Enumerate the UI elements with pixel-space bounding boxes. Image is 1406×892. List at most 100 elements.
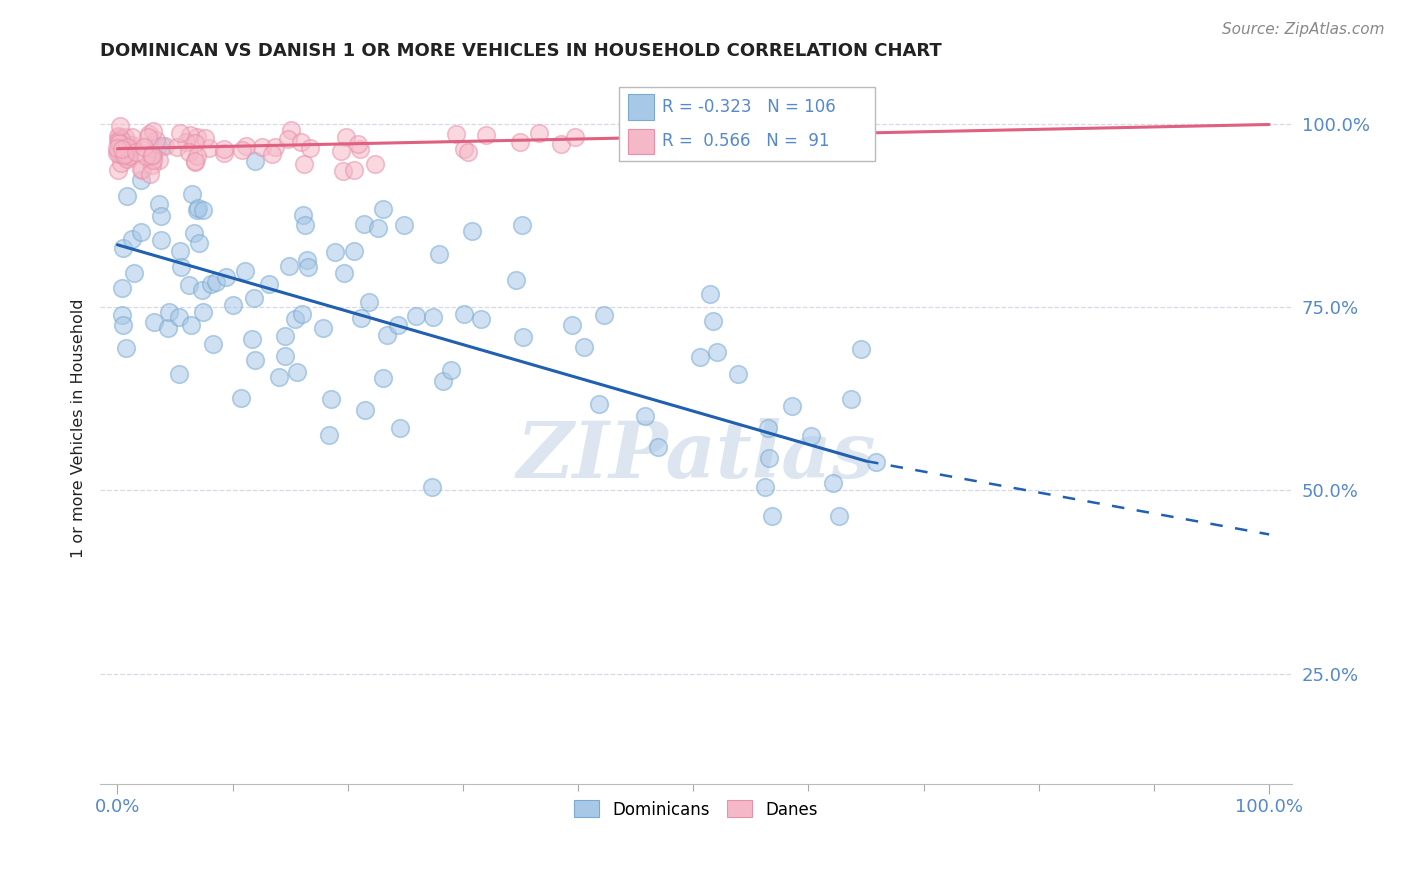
- Point: [363, 157, 385, 171]
- Point: [564, 130, 586, 145]
- Point: [505, 273, 527, 287]
- Point: [373, 202, 395, 217]
- Point: [343, 244, 366, 258]
- Point: [108, 133, 131, 147]
- Point: [387, 318, 409, 332]
- Point: [432, 375, 454, 389]
- Point: [108, 136, 131, 150]
- Text: DOMINICAN VS DANISH 1 OR MORE VEHICLES IN HOUSEHOLD CORRELATION CHART: DOMINICAN VS DANISH 1 OR MORE VEHICLES I…: [100, 42, 942, 60]
- Point: [291, 307, 314, 321]
- Point: [114, 141, 136, 155]
- Point: [194, 130, 217, 145]
- Point: [233, 264, 256, 278]
- Point: [118, 138, 141, 153]
- Point: [277, 132, 299, 146]
- Point: [453, 142, 475, 156]
- Point: [174, 135, 197, 149]
- Point: [243, 352, 266, 367]
- Point: [291, 209, 314, 223]
- Point: [284, 312, 307, 326]
- Point: [186, 149, 208, 163]
- Point: [142, 124, 165, 138]
- Point: [121, 231, 143, 245]
- Point: [780, 400, 803, 414]
- Point: [325, 245, 347, 260]
- Point: [285, 365, 308, 379]
- Point: [191, 202, 214, 217]
- Point: [257, 277, 280, 291]
- Point: [527, 127, 550, 141]
- Point: [357, 294, 380, 309]
- Point: [509, 135, 531, 149]
- Point: [204, 275, 226, 289]
- Point: [107, 162, 129, 177]
- Point: [184, 155, 207, 169]
- Point: [117, 189, 139, 203]
- Point: [114, 130, 136, 145]
- Point: [647, 440, 669, 454]
- Point: [367, 220, 389, 235]
- Point: [135, 149, 157, 163]
- Point: [129, 172, 152, 186]
- Point: [297, 260, 319, 274]
- Point: [167, 368, 190, 382]
- Point: [512, 329, 534, 343]
- Point: [184, 153, 207, 168]
- Point: [169, 244, 191, 259]
- Point: [141, 148, 163, 162]
- Point: [470, 312, 492, 326]
- Point: [110, 131, 132, 145]
- Point: [111, 318, 134, 333]
- Point: [761, 508, 783, 523]
- Point: [290, 135, 312, 149]
- Point: [422, 480, 444, 494]
- Point: [107, 145, 129, 159]
- Point: [179, 278, 201, 293]
- Point: [108, 136, 131, 151]
- Point: [136, 130, 159, 145]
- Point: [187, 236, 209, 251]
- Point: [231, 144, 253, 158]
- Point: [150, 209, 173, 223]
- Point: [572, 340, 595, 354]
- Point: [457, 145, 479, 160]
- Point: [849, 342, 872, 356]
- Point: [332, 164, 354, 178]
- Point: [114, 147, 136, 161]
- Point: [245, 153, 267, 168]
- Point: [250, 140, 273, 154]
- Point: [139, 167, 162, 181]
- Point: [702, 314, 724, 328]
- Point: [394, 219, 416, 233]
- Point: [112, 148, 135, 162]
- Point: [758, 420, 780, 434]
- Point: [405, 309, 427, 323]
- Point: [727, 367, 749, 381]
- Point: [142, 149, 165, 163]
- Point: [198, 140, 221, 154]
- Point: [800, 429, 823, 443]
- Point: [231, 391, 253, 405]
- Point: [118, 149, 141, 163]
- Text: R =  0.566   N =  91: R = 0.566 N = 91: [662, 132, 830, 151]
- Point: [115, 151, 138, 165]
- Point: [191, 305, 214, 319]
- Point: [181, 187, 204, 202]
- Text: ZIPatlas: ZIPatlas: [516, 418, 876, 495]
- Point: [332, 266, 354, 280]
- Point: [111, 280, 134, 294]
- Point: [263, 140, 285, 154]
- Point: [118, 147, 141, 161]
- Point: [444, 127, 467, 141]
- Point: [177, 145, 200, 159]
- Point: [865, 455, 887, 469]
- Point: [346, 136, 368, 151]
- Point: [142, 153, 165, 168]
- Point: [138, 127, 160, 141]
- Point: [422, 310, 444, 324]
- Point: [375, 328, 398, 343]
- Point: [110, 308, 132, 322]
- Point: [167, 310, 190, 325]
- Point: [141, 158, 163, 172]
- Point: [593, 309, 616, 323]
